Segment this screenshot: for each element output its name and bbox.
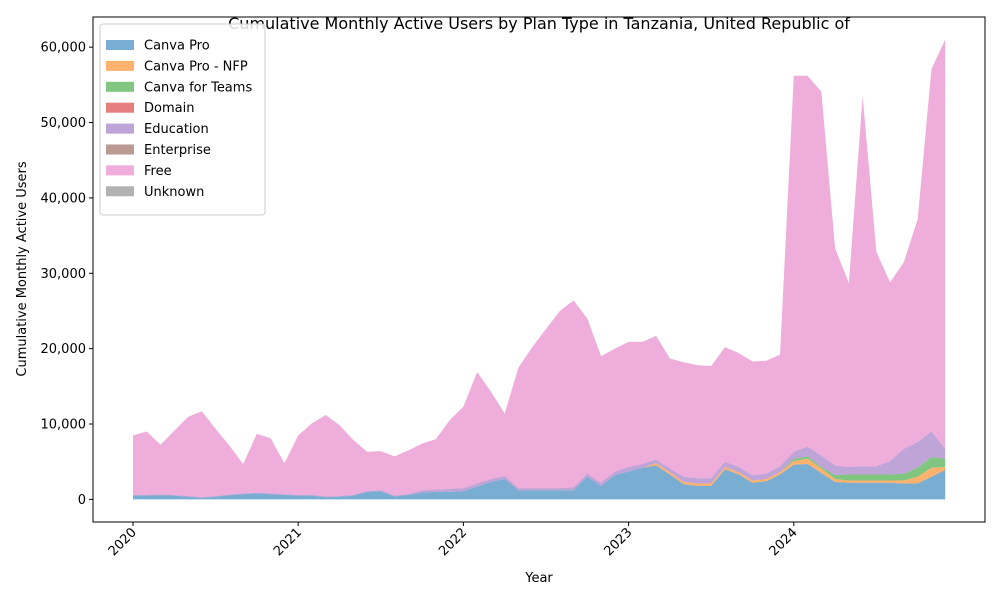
x-tick-label: 2020 bbox=[106, 525, 140, 559]
y-tick-label: 20,000 bbox=[41, 342, 87, 357]
legend-label: Free bbox=[144, 164, 172, 179]
legend-swatch bbox=[106, 123, 134, 134]
legend-swatch bbox=[106, 144, 134, 155]
legend-label: Canva for Teams bbox=[144, 80, 252, 95]
legend-swatch bbox=[106, 165, 134, 176]
legend-frame bbox=[99, 23, 266, 216]
x-tick-label: 2022 bbox=[436, 525, 470, 559]
y-tick-label: 30,000 bbox=[41, 267, 87, 282]
legend-label: Canva Pro - NFP bbox=[144, 59, 248, 74]
y-tick-label: 10,000 bbox=[41, 418, 87, 433]
y-tick-label: 40,000 bbox=[41, 191, 87, 206]
legend: Canva Pro Canva Pro - NFP Canva for Teams D… bbox=[99, 23, 266, 216]
y-axis: 0 10,000 20,000 30,000 40,000 50,000 60,000 bbox=[41, 41, 93, 508]
legend-label: Education bbox=[144, 122, 209, 137]
y-tick-label: 50,000 bbox=[41, 116, 87, 131]
legend-swatch bbox=[106, 102, 134, 113]
x-axis: 2020 2021 2022 2023 2024 bbox=[106, 522, 801, 559]
chart-title: Cumulative Monthly Active Users by Plan … bbox=[228, 14, 850, 33]
legend-swatch bbox=[106, 81, 134, 92]
x-tick-label: 2021 bbox=[271, 525, 305, 559]
legend-label: Unknown bbox=[144, 185, 204, 200]
area-layers bbox=[133, 39, 946, 500]
legend-swatch bbox=[106, 186, 134, 197]
area-series-0 bbox=[133, 463, 946, 500]
x-tick-label: 2023 bbox=[601, 525, 635, 559]
plot-frame bbox=[92, 16, 986, 523]
area-series-4 bbox=[133, 431, 946, 498]
legend-label: Enterprise bbox=[144, 143, 211, 158]
area-series-6 bbox=[133, 39, 946, 498]
x-tick-label: 2024 bbox=[767, 525, 801, 559]
x-axis-title: Year bbox=[524, 571, 553, 586]
legend-label: Domain bbox=[144, 101, 194, 116]
legend-label: Canva Pro bbox=[144, 39, 210, 54]
y-axis-title: Cumulative Monthly Active Users bbox=[15, 161, 30, 376]
legend-swatch bbox=[106, 60, 134, 71]
legend-swatch bbox=[106, 40, 134, 50]
y-tick-label: 0 bbox=[78, 493, 86, 508]
y-tick-label: 60,000 bbox=[41, 41, 87, 56]
